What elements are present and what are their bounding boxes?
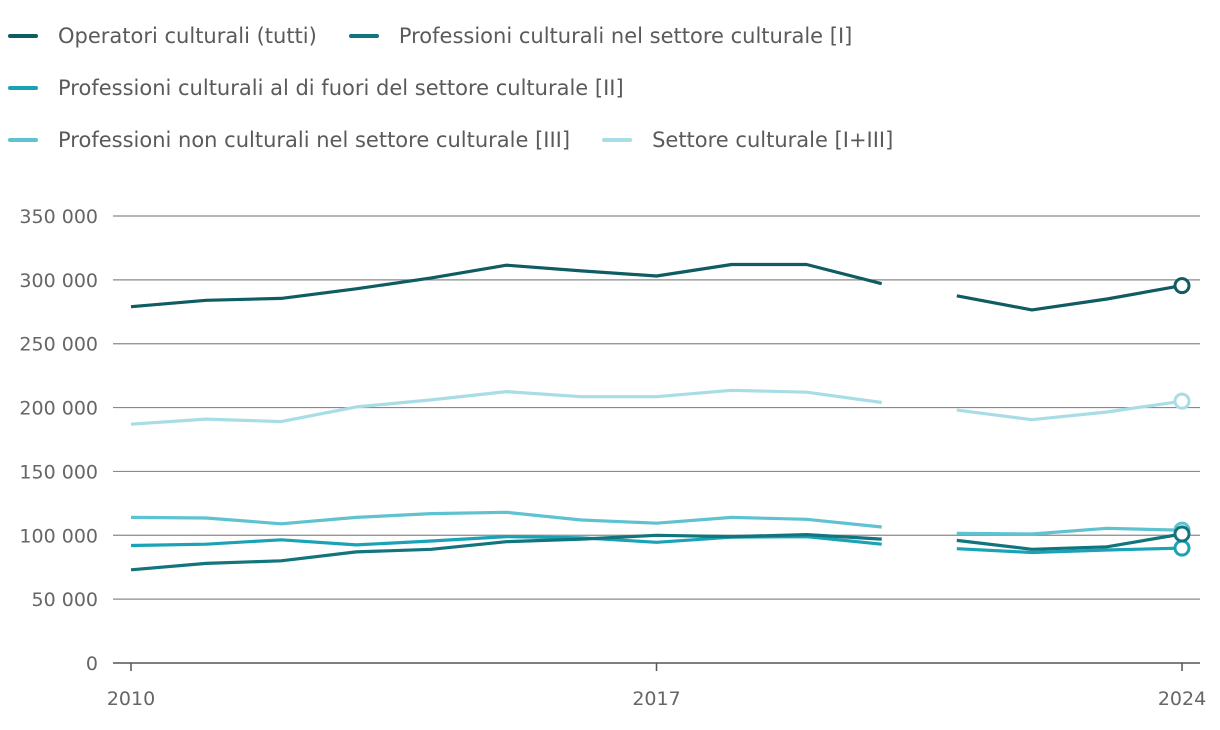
series-line bbox=[956, 546, 1183, 555]
y-tick-label: 100 000 bbox=[19, 525, 98, 547]
legend-item-operatori-culturali: Operatori culturali (tutti) bbox=[8, 24, 317, 48]
y-tick-label: 50 000 bbox=[32, 589, 98, 611]
y-tick-label: 0 bbox=[86, 653, 98, 675]
legend-item-professioni-non-culturali: Professioni non culturali nel settore cu… bbox=[8, 128, 570, 152]
end-point-marker bbox=[1173, 277, 1191, 295]
legend-swatch bbox=[8, 34, 38, 38]
series-line bbox=[956, 284, 1183, 312]
end-point-marker bbox=[1173, 392, 1191, 410]
y-tick-label: 300 000 bbox=[19, 270, 98, 292]
legend-label: Professioni culturali al di fuori del se… bbox=[58, 76, 624, 100]
x-tick-label: 2010 bbox=[107, 688, 155, 710]
end-point-marker bbox=[1173, 525, 1191, 543]
legend-row: Operatori culturali (tutti) Professioni … bbox=[8, 10, 1208, 62]
y-tick-label: 150 000 bbox=[19, 461, 98, 483]
end-point-marker bbox=[1173, 539, 1191, 557]
legend-label: Professioni non culturali nel settore cu… bbox=[58, 128, 571, 152]
legend: Operatori culturali (tutti) Professioni … bbox=[8, 10, 1208, 166]
legend-item-professioni-culturali-settore: Professioni culturali nel settore cultur… bbox=[348, 24, 853, 48]
legend-item-settore-culturale: Settore culturale [I+III] bbox=[602, 128, 893, 152]
legend-label: Operatori culturali (tutti) bbox=[58, 24, 317, 48]
series-line bbox=[956, 399, 1183, 422]
legend-label: Professioni culturali nel settore cultur… bbox=[398, 24, 853, 48]
legend-swatch bbox=[348, 34, 379, 38]
legend-swatch bbox=[602, 138, 633, 142]
y-tick-label: 200 000 bbox=[19, 398, 98, 420]
series-line bbox=[130, 510, 882, 529]
y-tick-label: 350 000 bbox=[19, 206, 98, 228]
x-tick-label: 2024 bbox=[1158, 688, 1206, 710]
legend-swatch bbox=[8, 138, 38, 142]
x-tick-label: 2017 bbox=[632, 688, 680, 710]
series-line bbox=[130, 532, 882, 572]
series-line bbox=[956, 532, 1183, 551]
series-line bbox=[130, 388, 882, 426]
series-line bbox=[956, 526, 1183, 536]
legend-row: Professioni culturali al di fuori del se… bbox=[8, 62, 1208, 114]
legend-row: Professioni non culturali nel settore cu… bbox=[8, 114, 1208, 166]
series-line bbox=[130, 262, 883, 309]
legend-swatch bbox=[8, 86, 38, 90]
y-tick-label: 250 000 bbox=[19, 334, 98, 356]
legend-label: Settore culturale [I+III] bbox=[652, 128, 894, 152]
legend-item-professioni-culturali-fuori: Professioni culturali al di fuori del se… bbox=[8, 76, 624, 100]
